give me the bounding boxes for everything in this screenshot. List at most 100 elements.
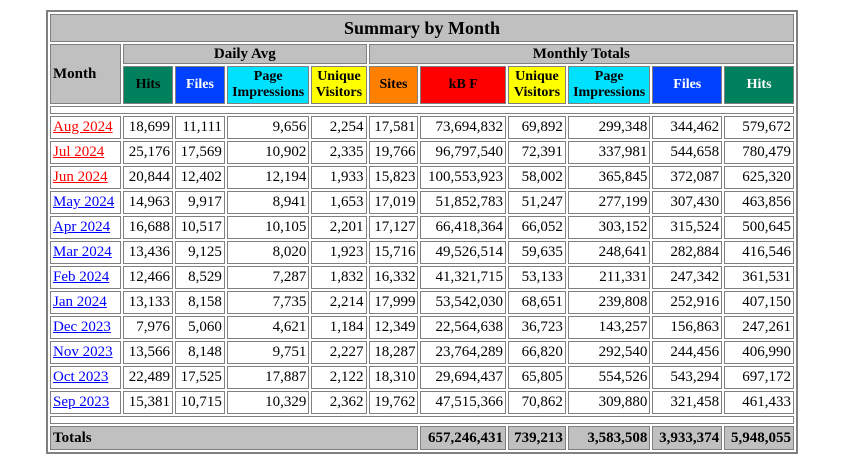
daily-hits-cell: 13,566 [123,341,173,364]
month-column-header: Month [50,44,122,104]
totals-hits: 5,948,055 [724,426,794,450]
unique-visitors-cell: 65,805 [508,366,566,389]
table-title: Summary by Month [50,14,794,42]
table-row: Apr 2024 16,688 10,517 10,105 2,201 17,127 66,… [50,216,794,239]
daily-hits-cell: 16,688 [123,216,173,239]
month-link[interactable]: Mar 2024 [53,244,112,260]
monthly-files-header: Files [652,66,723,104]
unique-visitors-cell: 68,651 [508,291,566,314]
daily-avg-header: Daily Avg [123,44,367,64]
daily-page-impressions-cell: 8,941 [226,191,310,214]
kbytes-header: kB F [420,66,507,104]
table-row: Aug 2024 18,699 11,111 9,656 2,254 17,581 73,6… [50,116,794,139]
daily-hits-cell: 20,844 [123,166,173,189]
daily-hits-cell: 7,976 [123,316,173,339]
daily-files-cell: 9,917 [174,191,225,214]
page-impressions-cell: 211,331 [567,266,651,289]
daily-hits-header: Hits [123,66,173,104]
files-cell: 344,462 [652,116,723,139]
hits-cell: 625,320 [724,166,794,189]
daily-files-header: Files [174,66,225,104]
sites-cell: 15,823 [368,166,419,189]
table-row: Jun 2024 20,844 12,402 12,194 1,933 15,823 100… [50,166,794,189]
month-cell: Nov 2023 [50,341,122,364]
monthly-unique-visitors-header: Unique Visitors [508,66,566,104]
totals-row: Totals 657,246,431 739,213 3,583,508 3,9… [50,426,794,450]
month-cell: May 2024 [50,191,122,214]
month-cell: Dec 2023 [50,316,122,339]
totals-spacer [50,416,794,424]
daily-unique-visitors-cell: 1,653 [311,191,367,214]
files-cell: 307,430 [652,191,723,214]
kbytes-cell: 47,515,366 [420,391,507,414]
month-cell: Jun 2024 [50,166,122,189]
page-impressions-cell: 239,808 [567,291,651,314]
table-row: Jul 2024 25,176 17,569 10,902 2,335 19,766 96,… [50,141,794,164]
kbytes-cell: 96,797,540 [420,141,507,164]
kbytes-cell: 41,321,715 [420,266,507,289]
month-link[interactable]: Aug 2024 [53,119,113,135]
month-link[interactable]: Oct 2023 [53,369,109,385]
daily-unique-visitors-cell: 1,923 [311,241,367,264]
files-cell: 282,884 [652,241,723,264]
month-link[interactable]: Apr 2024 [53,219,111,235]
hits-cell: 407,150 [724,291,794,314]
daily-unique-visitors-cell: 2,362 [311,391,367,414]
totals-files: 3,933,374 [652,426,723,450]
hits-cell: 500,645 [724,216,794,239]
files-cell: 543,294 [652,366,723,389]
sites-cell: 18,287 [368,341,419,364]
sites-cell: 17,581 [368,116,419,139]
daily-files-cell: 12,402 [174,166,225,189]
month-link[interactable]: Sep 2023 [53,394,110,410]
header-spacer [50,106,794,114]
sites-cell: 17,999 [368,291,419,314]
month-link[interactable]: Dec 2023 [53,319,111,335]
files-cell: 321,458 [652,391,723,414]
sites-cell: 16,332 [368,266,419,289]
sites-cell: 18,310 [368,366,419,389]
month-link[interactable]: Jan 2024 [53,294,107,310]
month-cell: Apr 2024 [50,216,122,239]
unique-visitors-cell: 59,635 [508,241,566,264]
daily-unique-visitors-cell: 2,122 [311,366,367,389]
daily-files-cell: 17,569 [174,141,225,164]
page-impressions-cell: 299,348 [567,116,651,139]
month-link[interactable]: Feb 2024 [53,269,110,285]
files-cell: 544,658 [652,141,723,164]
sites-cell: 17,019 [368,191,419,214]
daily-files-cell: 5,060 [174,316,225,339]
month-link[interactable]: Nov 2023 [53,344,113,360]
kbytes-cell: 51,852,783 [420,191,507,214]
daily-unique-visitors-header: Unique Visitors [311,66,367,104]
hits-cell: 579,672 [724,116,794,139]
page-impressions-cell: 303,152 [567,216,651,239]
daily-unique-visitors-cell: 2,227 [311,341,367,364]
hits-cell: 697,172 [724,366,794,389]
month-link[interactable]: Jun 2024 [53,169,108,185]
daily-page-impressions-cell: 7,735 [226,291,310,314]
month-link[interactable]: May 2024 [53,194,115,210]
files-cell: 252,916 [652,291,723,314]
unique-visitors-cell: 72,391 [508,141,566,164]
sites-header: Sites [368,66,419,104]
daily-unique-visitors-cell: 2,335 [311,141,367,164]
table-row: May 2024 14,963 9,917 8,941 1,653 17,019 51,85… [50,191,794,214]
kbytes-cell: 53,542,030 [420,291,507,314]
daily-hits-cell: 18,699 [123,116,173,139]
daily-files-cell: 8,529 [174,266,225,289]
files-cell: 247,342 [652,266,723,289]
table-row: Nov 2023 13,566 8,148 9,751 2,227 18,287 23,76… [50,341,794,364]
unique-visitors-cell: 69,892 [508,116,566,139]
page-impressions-cell: 554,526 [567,366,651,389]
kbytes-cell: 23,764,289 [420,341,507,364]
month-cell: Oct 2023 [50,366,122,389]
daily-hits-cell: 25,176 [123,141,173,164]
month-link[interactable]: Jul 2024 [53,144,105,160]
month-cell: Aug 2024 [50,116,122,139]
kbytes-cell: 49,526,514 [420,241,507,264]
page-impressions-cell: 309,880 [567,391,651,414]
hits-cell: 416,546 [724,241,794,264]
daily-unique-visitors-cell: 1,184 [311,316,367,339]
daily-files-cell: 8,148 [174,341,225,364]
